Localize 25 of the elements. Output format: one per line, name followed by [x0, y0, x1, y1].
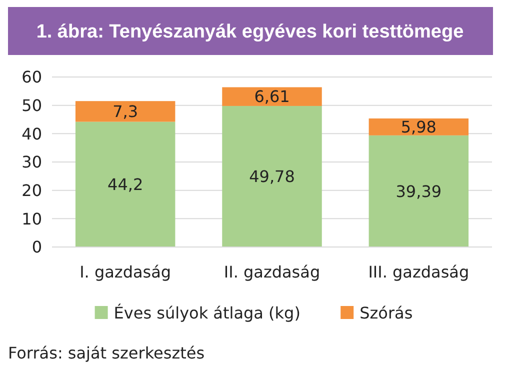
y-tick-label: 10: [22, 209, 42, 228]
y-tick-label: 40: [22, 124, 42, 144]
bar: [222, 87, 322, 106]
y-tick-label: 30: [22, 152, 42, 172]
data-label: 6,61: [254, 87, 290, 106]
y-tick-label: 50: [22, 96, 42, 115]
data-label: 5,98: [400, 118, 436, 137]
data-label: 49,78: [249, 167, 295, 186]
x-tick-label: II. gazdaság: [224, 262, 320, 282]
legend-label: Szórás: [360, 304, 413, 323]
data-label: 39,39: [396, 182, 442, 201]
y-tick-label: 0: [32, 238, 42, 257]
bar: [75, 101, 176, 122]
chart-title: 1. ábra: Tenyészanyák egyéves kori testtömege: [36, 22, 464, 43]
text: Forrás: saját szerkesztés: [8, 344, 205, 363]
y-tick-label: 20: [22, 180, 42, 200]
data-label: 7,3: [112, 102, 138, 122]
bar: [222, 106, 322, 247]
x-tick-label: III. gazdaság: [368, 262, 470, 282]
bar: [368, 135, 469, 247]
bar: [75, 122, 176, 247]
y-tick-label: 60: [22, 68, 42, 87]
legend-label: Éves súlyok átlaga (kg): [114, 304, 300, 323]
data-label: 44,2: [108, 174, 144, 194]
x-tick-label: I. gazdaság: [80, 262, 172, 282]
